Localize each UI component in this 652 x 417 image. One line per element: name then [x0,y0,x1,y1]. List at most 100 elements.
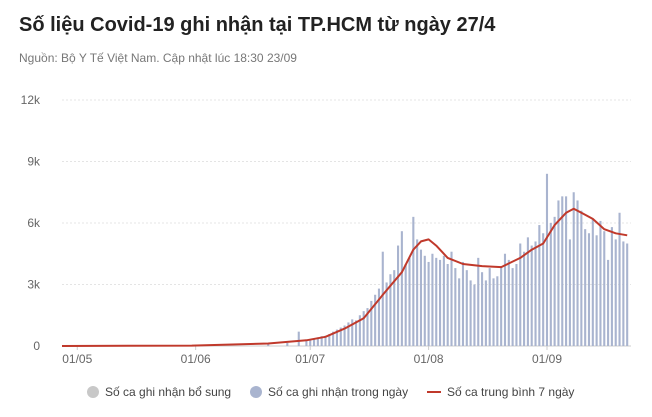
bar-daily[interactable] [576,200,579,346]
bar-daily[interactable] [316,337,319,346]
bar-daily[interactable] [523,251,526,346]
bar-daily[interactable] [309,339,312,346]
bar-daily[interactable] [500,266,503,346]
bar-daily[interactable] [584,229,587,346]
legend-item-average[interactable]: Số ca trung bình 7 ngày [427,385,574,399]
bar-daily[interactable] [496,276,499,346]
bar-daily[interactable] [431,253,434,346]
bar-daily[interactable] [557,200,560,346]
bar-daily[interactable] [530,245,533,346]
bar-daily[interactable] [526,237,529,346]
bar-daily[interactable] [599,220,602,346]
bar-daily[interactable] [320,336,323,346]
legend-item-daily[interactable]: Số ca ghi nhận trong ngày [250,385,408,399]
bar-daily[interactable] [484,280,487,346]
bar-daily[interactable] [515,264,518,346]
bar-daily[interactable] [542,233,545,346]
bar-daily[interactable] [561,196,564,346]
bar-daily[interactable] [423,255,426,346]
average-line[interactable] [61,207,628,347]
bar-daily[interactable] [332,331,335,346]
average-line-group [61,207,628,347]
bar-daily[interactable] [534,241,537,346]
bar-daily[interactable] [473,284,476,347]
bar-daily[interactable] [358,315,361,346]
bar-daily[interactable] [354,320,358,346]
legend-swatch-daily [250,386,262,398]
bar-daily[interactable] [397,245,400,346]
bar-daily[interactable] [580,210,583,346]
bar-daily[interactable] [618,212,621,346]
bar-daily[interactable] [351,319,354,346]
bar-daily[interactable] [404,264,407,346]
bar-daily[interactable] [412,216,415,346]
bar-daily[interactable] [450,251,453,346]
bar-daily[interactable] [454,268,457,346]
bar-daily[interactable] [565,196,568,346]
bar-daily[interactable] [481,272,484,346]
bar-daily[interactable] [538,225,541,346]
bar-daily[interactable] [442,255,445,346]
bar-daily[interactable] [381,251,384,346]
bar-daily[interactable] [603,231,606,346]
x-tick-label: 01/07 [295,352,325,366]
bar-daily[interactable] [503,253,507,346]
bar-daily[interactable] [408,257,411,346]
bar-daily[interactable] [553,216,556,346]
bar-daily[interactable] [511,268,514,346]
bar-daily[interactable] [305,340,308,346]
bar-daily[interactable] [572,192,575,346]
bar-daily[interactable] [335,329,339,346]
legend-label-daily: Số ca ghi nhận trong ngày [268,385,409,399]
bar-daily[interactable] [549,223,552,346]
bar-daily[interactable] [389,274,392,346]
bar-daily[interactable] [610,227,613,346]
bar-daily[interactable] [362,311,365,346]
legend-swatch-average [427,391,441,393]
y-tick-label: 6k [27,216,41,230]
bar-daily[interactable] [427,261,430,346]
bar-daily[interactable] [439,259,442,346]
bar-daily[interactable] [374,294,377,346]
bar-daily[interactable] [477,257,480,346]
bar-daily[interactable] [488,268,491,346]
bar-daily[interactable] [568,239,571,346]
bar-daily[interactable] [347,322,350,346]
bar-daily[interactable] [587,233,591,346]
bar-daily[interactable] [519,243,522,347]
y-tick-label: 12k [21,93,41,107]
bar-daily[interactable] [312,338,316,346]
bar-daily[interactable] [626,243,629,347]
bar-daily[interactable] [339,327,342,346]
bar-daily[interactable] [416,239,419,346]
bar-daily[interactable] [595,235,598,346]
bar-daily[interactable] [324,335,327,346]
bar-daily[interactable] [461,261,465,346]
bar-daily[interactable] [591,218,594,346]
bar-daily[interactable] [458,278,461,346]
bar-daily[interactable] [622,241,625,346]
bar-daily[interactable] [607,259,610,346]
bar-daily[interactable] [385,282,388,346]
bar-daily[interactable] [419,249,423,346]
bar-daily[interactable] [328,334,331,346]
bar-daily[interactable] [366,308,369,346]
bar-daily[interactable] [614,239,617,346]
bar-daily[interactable] [400,231,403,346]
bar-daily[interactable] [393,270,396,346]
bar-daily[interactable] [267,343,270,346]
bar-daily[interactable] [446,264,449,346]
bar-daily[interactable] [465,270,468,346]
bar-daily[interactable] [507,259,510,346]
bar-daily[interactable] [286,342,289,346]
bar-daily[interactable] [377,288,381,346]
bar-daily[interactable] [435,257,438,346]
legend-item-supplement[interactable]: Số ca ghi nhận bổ sung [87,385,231,399]
y-axis-ticks: 0 3k 6k 9k 12k [21,93,41,353]
bar-daily[interactable] [469,280,472,346]
bar-daily[interactable] [297,331,300,346]
bar-daily[interactable] [343,325,346,347]
bar-daily[interactable] [370,300,373,346]
bar-daily[interactable] [545,173,549,346]
bar-daily[interactable] [492,278,495,346]
